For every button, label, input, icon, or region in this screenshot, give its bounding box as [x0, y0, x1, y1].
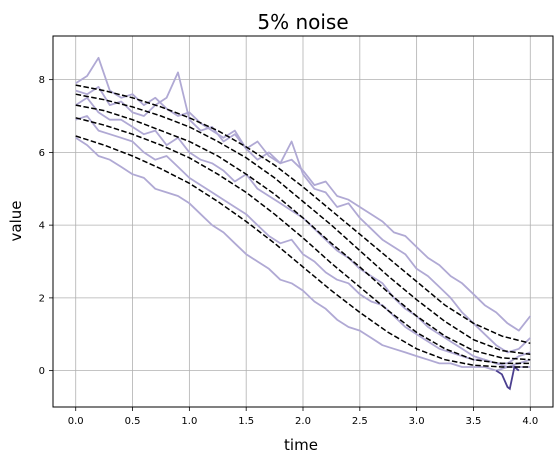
reference-series-line: [75, 117, 531, 365]
x-tick-label: 3.0: [409, 416, 425, 427]
y-tick-label: 6: [39, 148, 45, 159]
noisy-series-dip-line: [495, 365, 520, 391]
reference-series-line: [75, 135, 531, 368]
x-tick-label: 3.5: [466, 416, 482, 427]
series-group: [75, 56, 532, 391]
noisy-series-line: [75, 115, 531, 368]
x-tick-label: 0.0: [68, 416, 84, 427]
ticks: 0.0 0.5 1.0 1.5 2.0 2.5 3.0 3.5 4.0 0 2 4 6 8: [39, 75, 539, 427]
y-tick-label: 8: [39, 75, 45, 86]
x-tick-label: 1.5: [238, 416, 254, 427]
y-tick-label: 2: [39, 293, 45, 304]
noisy-series-line: [75, 56, 532, 332]
x-tick-label: 0.5: [125, 416, 141, 427]
reference-series-line: [75, 93, 531, 356]
y-tick-label: 0: [39, 366, 45, 377]
x-tick-label: 4.0: [522, 416, 538, 427]
x-tick-label: 2.0: [295, 416, 311, 427]
x-tick-label: 2.5: [352, 416, 368, 427]
noisy-series-line: [75, 71, 531, 354]
grid: [53, 36, 553, 407]
x-tick-label: 1.0: [181, 416, 197, 427]
y-axis-label: value: [7, 201, 25, 242]
y-tick-label: 4: [39, 221, 45, 232]
x-axis-label: time: [284, 436, 318, 454]
chart-title: 5% noise: [257, 10, 348, 34]
noisy-series-line: [75, 137, 531, 372]
reference-series-line: [75, 104, 531, 361]
